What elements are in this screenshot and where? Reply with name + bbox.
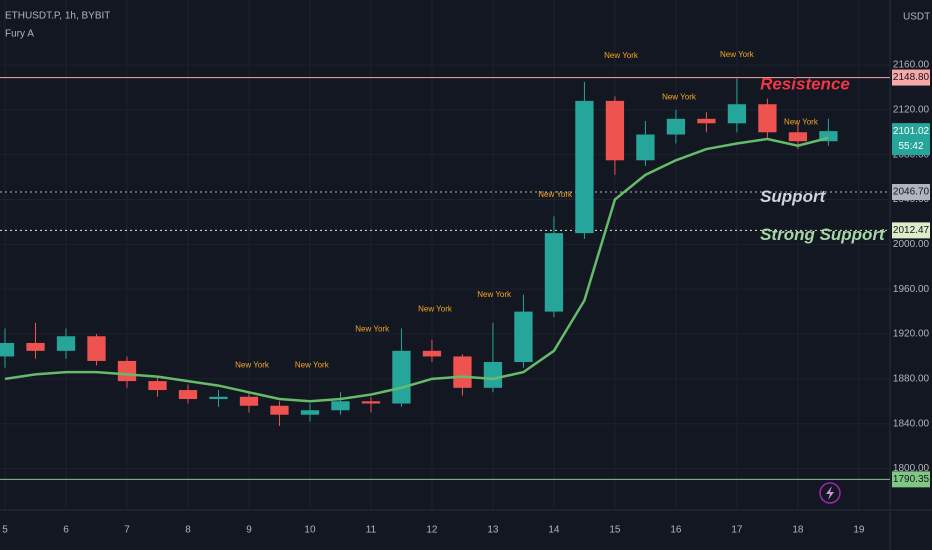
y-tick-label: 2000.00 <box>893 239 930 250</box>
x-tick-label: 16 <box>670 525 682 536</box>
plot: New York New York New York New York New York… <box>0 0 890 510</box>
session-label: New York <box>784 117 819 126</box>
alert-bolt <box>826 486 834 500</box>
x-tick-label: 14 <box>548 525 560 536</box>
session-label: New York <box>538 190 573 199</box>
candle-body <box>544 233 564 312</box>
candle-body <box>300 410 320 415</box>
candle-body <box>483 362 503 388</box>
candle-body <box>148 381 167 391</box>
candle-body <box>331 401 350 411</box>
level-label-box <box>892 184 930 201</box>
level-label-box <box>892 222 930 239</box>
session-label: New York <box>604 51 639 60</box>
unit-label: USDT <box>903 12 930 23</box>
session-label: New York <box>720 50 755 59</box>
candle-body <box>727 104 747 124</box>
candle-body <box>87 336 106 361</box>
x-tick-label: 12 <box>426 525 438 536</box>
indicator-name: Fury A <box>5 29 34 40</box>
y-tick-label: 1840.00 <box>893 418 930 429</box>
session-label: New York <box>418 304 453 313</box>
x-tick-label: 8 <box>185 525 191 536</box>
candle-body <box>605 100 625 161</box>
candle-body <box>56 336 76 351</box>
x-tick-label: 18 <box>792 525 804 536</box>
candle-body <box>270 405 289 415</box>
candle-body <box>697 118 716 124</box>
level-label-box <box>892 471 930 488</box>
x-tick-label: 11 <box>366 525 377 536</box>
session-label: New York <box>235 361 270 370</box>
last-price-label: 2101.02 <box>893 126 930 137</box>
level-label: 2148.80 <box>893 72 930 83</box>
y-tick-label: 1880.00 <box>893 373 930 384</box>
candle-body <box>239 396 259 406</box>
annotation: Strong Support <box>760 225 886 244</box>
x-tick-label: 13 <box>487 525 499 536</box>
candle-body <box>453 356 472 388</box>
candle-body <box>0 342 15 357</box>
session-label: New York <box>355 325 390 334</box>
x-tick-label: 6 <box>63 525 69 536</box>
x-tick-label: 17 <box>731 525 743 536</box>
countdown-label: 55:42 <box>898 141 923 152</box>
candle-body <box>819 131 838 142</box>
x-tick-label: 5 <box>2 525 8 536</box>
annotation: Resistence <box>760 75 850 94</box>
y-tick-label: 1800.00 <box>893 463 930 474</box>
y-tick-label: 1960.00 <box>893 284 930 295</box>
x-tick-label: 15 <box>609 525 621 536</box>
candle-body <box>514 311 533 363</box>
level-label: 1790.35 <box>893 474 930 485</box>
x-tick-label: 10 <box>304 525 316 536</box>
last-price-box <box>892 123 930 156</box>
candle-body <box>361 401 381 404</box>
session-label: New York <box>295 361 330 370</box>
annotation: Support <box>760 187 826 206</box>
y-tick-label: 2160.00 <box>893 60 930 71</box>
x-tick-label: 7 <box>124 525 130 536</box>
y-tick-label: 1920.00 <box>893 329 930 340</box>
candle-body <box>575 100 594 234</box>
candle-body <box>209 396 228 400</box>
candle-body <box>392 350 411 404</box>
candle-body <box>178 390 198 400</box>
candle-body <box>666 118 686 135</box>
level-label: 2046.70 <box>893 187 930 198</box>
y-tick-label: 2120.00 <box>893 104 930 115</box>
moving-average <box>4 136 829 403</box>
alert-icon[interactable] <box>819 482 841 504</box>
level-label-box <box>892 69 930 86</box>
x-tick-label: 9 <box>246 525 252 536</box>
candle-body <box>422 350 442 357</box>
candle-body <box>758 104 777 133</box>
candle-body <box>26 342 45 351</box>
candle-body <box>788 132 808 142</box>
level-label: 2012.47 <box>893 225 930 236</box>
chart-title: ETHUSDT.P, 1h, BYBIT <box>5 11 110 22</box>
session-label: New York <box>662 93 697 102</box>
session-label: New York <box>477 290 512 299</box>
x-tick-label: 19 <box>853 525 865 536</box>
candle-body <box>636 134 655 161</box>
candle-body <box>117 360 137 382</box>
